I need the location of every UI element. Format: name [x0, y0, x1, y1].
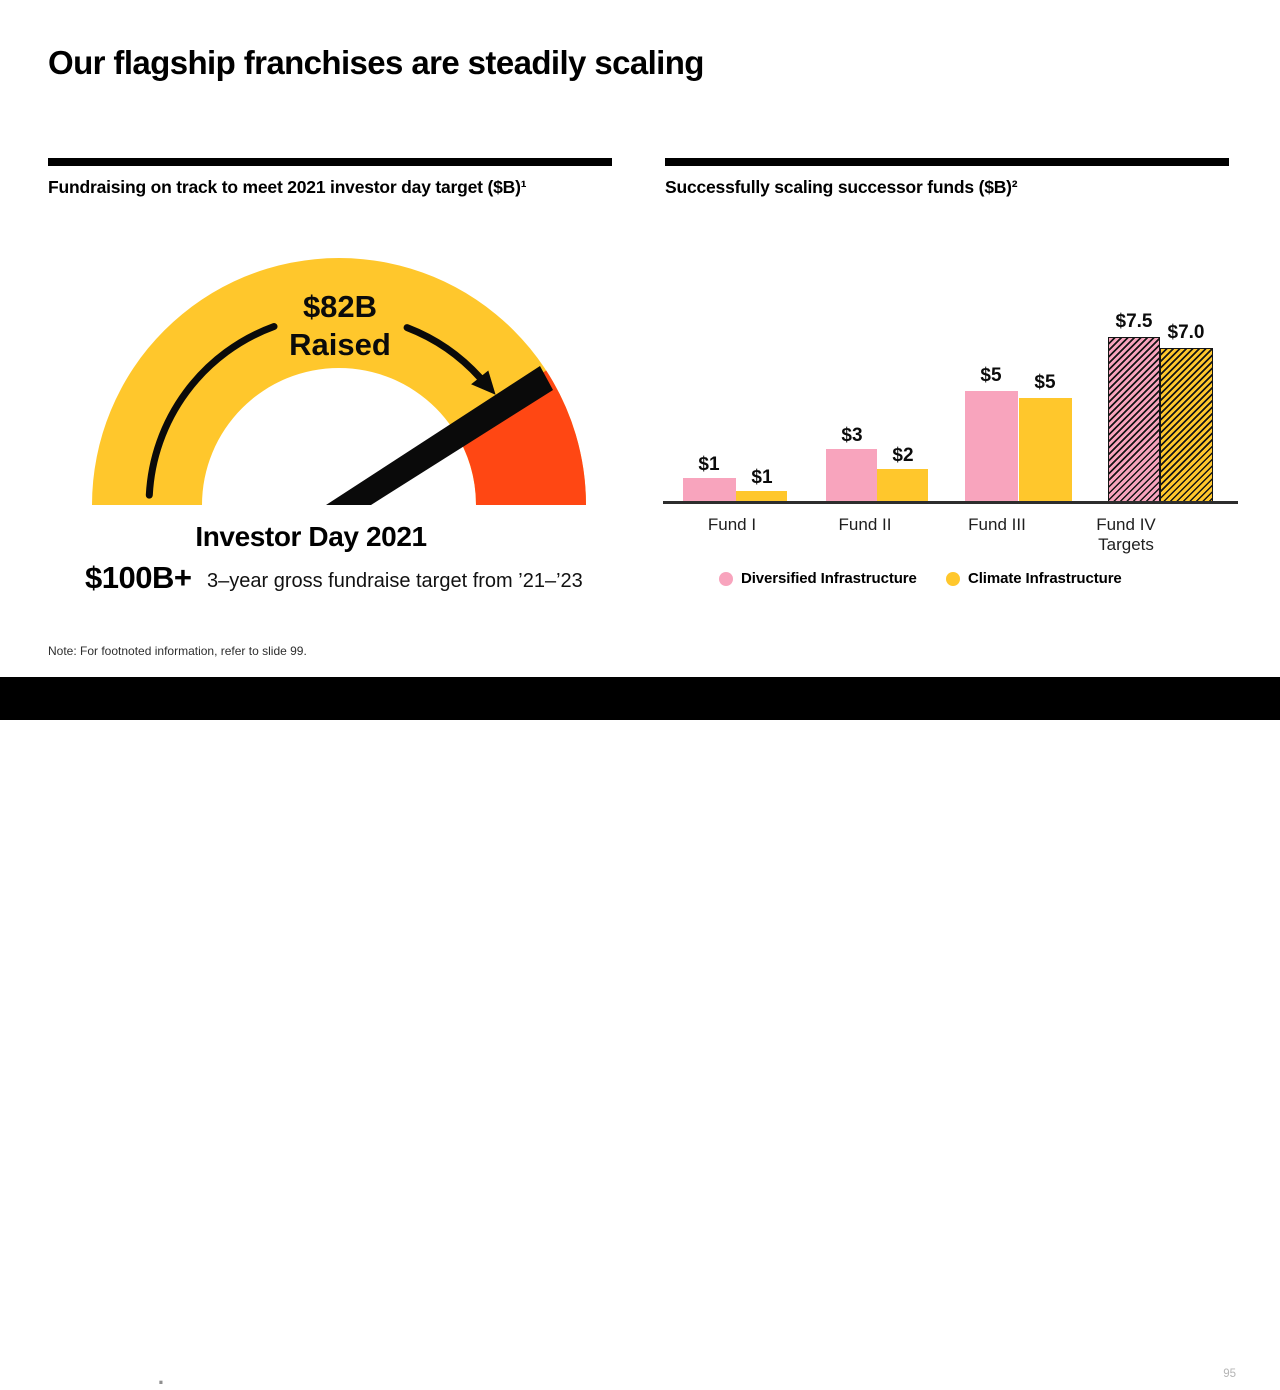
- right-panel-divider: [665, 158, 1229, 166]
- category-label-fund4-line1: Fund IV: [1096, 515, 1156, 534]
- left-panel-divider: [48, 158, 612, 166]
- gauge-red-arc: [453, 370, 586, 505]
- bar-value-label: $1: [698, 454, 720, 475]
- blackrock-logo-period: .: [157, 1364, 164, 1389]
- bar-fund3-climate: [1019, 398, 1072, 502]
- note-text: Note: For footnoted information, refer t…: [48, 644, 307, 658]
- category-label-fund4: Fund IV Targets: [1066, 515, 1186, 555]
- bar-fund4-diversified-target: [1108, 337, 1160, 502]
- right-panel-heading: Successfully scaling successor funds ($B…: [665, 177, 1018, 197]
- category-label-fund4-line2: Targets: [1098, 535, 1154, 554]
- bar-value-label: $7.0: [1167, 322, 1205, 343]
- bar-value-label: $3: [841, 425, 863, 446]
- page-number: 95: [1223, 1368, 1236, 1380]
- bar-value-label: $7.5: [1115, 311, 1153, 332]
- category-label-fund1: Fund I: [707, 515, 757, 534]
- category-label-fund2: Fund II: [838, 515, 892, 534]
- slide-title: Our flagship franchises are steadily sca…: [48, 44, 704, 81]
- bar-fund3-diversified: [965, 391, 1018, 502]
- legend-label-climate: Climate Infrastructure: [968, 570, 1122, 587]
- bar-fund4-climate-target: [1160, 348, 1213, 502]
- x-axis-line: [663, 501, 1238, 504]
- bar-fund2-diversified: [826, 449, 877, 502]
- bar-fund2-climate: [877, 469, 928, 502]
- investor-day-title: Investor Day 2021: [195, 521, 427, 552]
- blackrock-logo-text: BlackRock: [48, 1364, 158, 1389]
- legend-swatch-diversified: [719, 572, 733, 586]
- bar-fund1-climate: [736, 491, 787, 502]
- legend-label-diversified: Diversified Infrastructure: [741, 570, 917, 587]
- bar-value-label: $1: [751, 467, 773, 488]
- target-amount-label: $100B+: [85, 560, 192, 595]
- raised-amount-label: $82B: [302, 289, 378, 324]
- footer-bar: BlackRock. 95: [0, 677, 1280, 1389]
- category-label-fund3: Fund III: [968, 515, 1026, 534]
- left-panel-heading: Fundraising on track to meet 2021 invest…: [48, 177, 527, 197]
- raised-sublabel: Raised: [289, 327, 391, 362]
- legend-swatch-climate: [946, 572, 960, 586]
- bar-fund1-diversified: [683, 478, 736, 502]
- bar-value-label: $2: [892, 445, 914, 466]
- gauge-needle: [326, 366, 553, 505]
- gauge-chart: [92, 258, 586, 505]
- bar-value-label: $5: [1034, 372, 1056, 393]
- bar-value-label: $5: [980, 365, 1002, 386]
- blackrock-logo: BlackRock.: [48, 1364, 164, 1390]
- gauge-arrowhead-icon: [471, 370, 496, 395]
- target-description: 3–year gross fundraise target from ’21–’…: [207, 570, 583, 592]
